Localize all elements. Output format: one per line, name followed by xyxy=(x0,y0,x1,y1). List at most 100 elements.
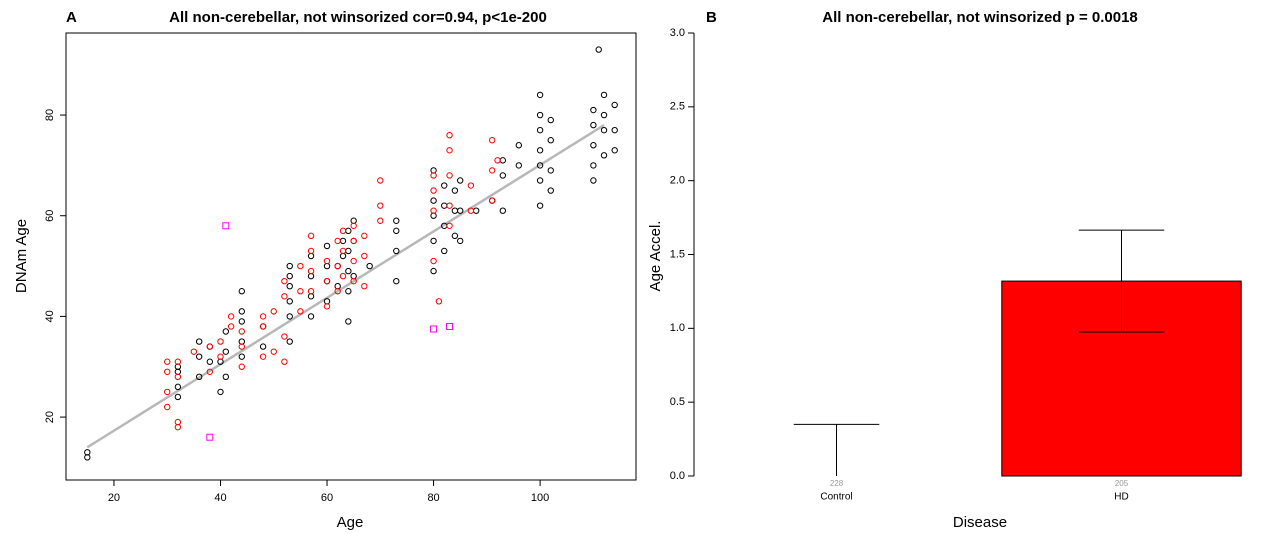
point xyxy=(238,328,245,335)
y-tick-label: 1.0 xyxy=(670,322,685,334)
point xyxy=(227,313,235,320)
point xyxy=(217,338,224,345)
point xyxy=(206,358,214,365)
point xyxy=(446,322,454,330)
point xyxy=(366,262,373,270)
y-tick-label: 80 xyxy=(44,109,56,121)
point xyxy=(600,91,608,99)
point xyxy=(350,257,357,265)
point xyxy=(174,383,182,391)
point xyxy=(281,333,288,340)
point xyxy=(430,325,438,333)
point xyxy=(222,328,230,335)
point xyxy=(339,247,347,255)
point xyxy=(377,177,384,184)
point xyxy=(430,197,437,204)
point xyxy=(515,142,523,149)
point xyxy=(590,162,597,169)
point xyxy=(430,207,437,214)
point xyxy=(350,237,357,245)
y-tick-label: 2.5 xyxy=(670,101,685,113)
point xyxy=(259,353,267,360)
point xyxy=(174,358,182,365)
x-tick-label: 80 xyxy=(427,492,439,504)
point xyxy=(164,368,171,375)
point xyxy=(536,177,544,184)
y-tick-label: 40 xyxy=(44,310,56,322)
point xyxy=(238,318,245,325)
point xyxy=(350,222,357,229)
point xyxy=(286,338,293,345)
point xyxy=(446,202,453,209)
x-tick-label: 40 xyxy=(214,492,226,504)
point xyxy=(206,343,214,350)
point xyxy=(590,121,597,129)
point xyxy=(206,433,214,441)
y-tick-label: 0.0 xyxy=(670,470,685,482)
x-tick-label: 60 xyxy=(321,492,333,504)
point xyxy=(430,172,437,179)
fit-line xyxy=(86,124,605,449)
y-axis-label: Age Accel. xyxy=(647,221,664,292)
point xyxy=(467,207,475,214)
point xyxy=(259,313,267,320)
point xyxy=(590,142,597,149)
point xyxy=(536,202,544,209)
point xyxy=(361,252,368,260)
point xyxy=(611,126,618,134)
point xyxy=(547,137,554,144)
point xyxy=(84,449,91,456)
point xyxy=(259,323,267,330)
point xyxy=(446,172,453,179)
point xyxy=(377,217,384,224)
point xyxy=(611,101,618,109)
chart-title: All non-cerebellar, not winsorized cor=0… xyxy=(169,9,547,26)
point xyxy=(515,162,523,169)
point xyxy=(227,323,235,330)
point xyxy=(457,177,464,184)
point xyxy=(174,418,182,426)
point xyxy=(222,222,230,230)
point xyxy=(361,232,368,240)
point xyxy=(174,393,182,401)
point xyxy=(547,187,554,194)
point xyxy=(307,267,315,275)
point xyxy=(259,343,267,350)
x-tick-label: Control xyxy=(820,492,852,503)
point xyxy=(600,111,608,119)
point xyxy=(451,207,459,214)
x-tick-label: 100 xyxy=(531,492,549,504)
x-tick-label: HD xyxy=(1114,492,1128,503)
point xyxy=(307,232,315,240)
point xyxy=(472,207,480,214)
point xyxy=(222,348,230,355)
point xyxy=(499,157,507,164)
point xyxy=(590,106,597,114)
error-bar xyxy=(793,423,880,476)
point xyxy=(600,126,608,134)
point xyxy=(488,197,496,204)
point xyxy=(238,353,245,360)
point xyxy=(270,348,277,355)
point xyxy=(488,167,496,174)
point xyxy=(174,373,182,381)
point xyxy=(297,288,304,295)
point xyxy=(536,147,544,154)
point xyxy=(323,303,331,310)
point xyxy=(238,288,245,295)
x-tick-label: 20 xyxy=(108,492,120,504)
point xyxy=(435,298,443,305)
point xyxy=(281,293,288,300)
count-label: 228 xyxy=(830,479,844,488)
point xyxy=(547,116,554,124)
point xyxy=(286,313,293,320)
point xyxy=(270,308,277,315)
error-bar xyxy=(1078,229,1165,333)
point xyxy=(536,111,544,119)
point xyxy=(547,167,554,174)
point xyxy=(590,177,597,184)
point xyxy=(238,363,245,370)
point xyxy=(195,373,203,381)
plot-frame xyxy=(65,32,637,481)
